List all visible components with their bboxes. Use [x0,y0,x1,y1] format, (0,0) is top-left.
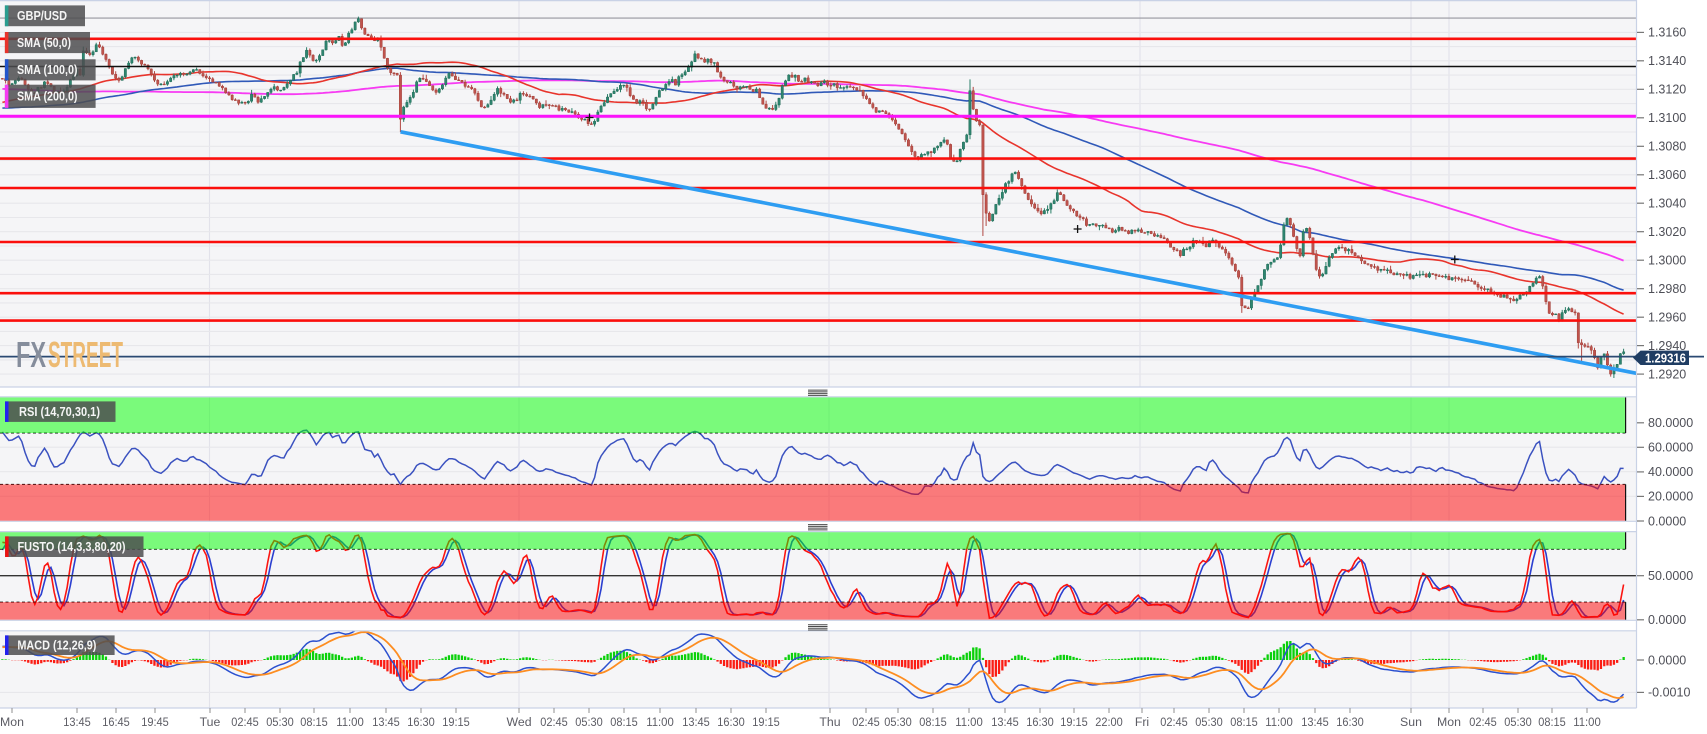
svg-text:16:30: 16:30 [1336,715,1364,729]
svg-text:SMA (50,0): SMA (50,0) [17,35,71,50]
svg-text:0.0000: 0.0000 [1648,514,1686,528]
svg-text:08:15: 08:15 [300,715,328,729]
svg-text:Tue: Tue [200,715,221,729]
svg-text:50.0000: 50.0000 [1648,569,1693,583]
svg-text:1.3160: 1.3160 [1648,26,1686,40]
svg-text:13:45: 13:45 [682,715,710,729]
svg-text:11:00: 11:00 [646,715,674,729]
svg-text:0.0000: 0.0000 [1648,613,1686,627]
svg-text:16:30: 16:30 [407,715,435,729]
svg-text:19:15: 19:15 [1060,715,1088,729]
svg-text:1.2980: 1.2980 [1648,282,1686,296]
svg-text:1.29316: 1.29316 [1645,350,1686,365]
svg-text:02:45: 02:45 [852,715,880,729]
svg-text:05:30: 05:30 [1195,715,1223,729]
svg-text:08:15: 08:15 [1230,715,1258,729]
svg-text:SMA (100,0): SMA (100,0) [17,62,78,77]
svg-text:08:15: 08:15 [1538,715,1566,729]
svg-text:20.0000: 20.0000 [1648,490,1693,504]
svg-text:13:45: 13:45 [372,715,400,729]
svg-text:80.0000: 80.0000 [1648,416,1693,430]
svg-text:Thu: Thu [819,715,840,729]
svg-text:SMA (200,0): SMA (200,0) [17,89,78,104]
svg-text:11:00: 11:00 [955,715,983,729]
svg-text:FX: FX [16,334,46,375]
svg-text:05:30: 05:30 [575,715,603,729]
svg-text:16:45: 16:45 [102,715,130,729]
svg-text:1.3100: 1.3100 [1648,111,1686,125]
svg-text:Sun: Sun [1400,715,1422,729]
svg-text:1.2920: 1.2920 [1648,367,1686,381]
svg-text:13:45: 13:45 [991,715,1019,729]
svg-text:05:30: 05:30 [266,715,294,729]
svg-text:GBP/USD: GBP/USD [17,8,67,23]
svg-text:FUSTO (14,3,3,80,20): FUSTO (14,3,3,80,20) [18,540,126,554]
svg-text:02:45: 02:45 [540,715,568,729]
svg-text:05:30: 05:30 [884,715,912,729]
svg-text:40.0000: 40.0000 [1648,465,1693,479]
svg-text:STREET: STREET [48,334,123,375]
svg-text:1.2960: 1.2960 [1648,311,1686,325]
svg-text:02:45: 02:45 [1469,715,1497,729]
svg-text:08:15: 08:15 [919,715,947,729]
svg-text:1.3120: 1.3120 [1648,83,1686,97]
svg-text:Mon: Mon [1437,715,1461,729]
svg-text:Mon: Mon [0,715,24,729]
svg-text:1.3000: 1.3000 [1648,254,1686,268]
svg-text:1.3080: 1.3080 [1648,140,1686,154]
svg-text:11:00: 11:00 [336,715,364,729]
svg-text:13:45: 13:45 [63,715,91,729]
svg-text:19:45: 19:45 [141,715,169,729]
svg-text:1.3020: 1.3020 [1648,225,1686,239]
svg-text:02:45: 02:45 [1160,715,1188,729]
svg-text:08:15: 08:15 [610,715,638,729]
svg-text:Wed: Wed [506,715,531,729]
svg-text:60.0000: 60.0000 [1648,441,1693,455]
svg-text:Fri: Fri [1135,715,1149,729]
svg-text:0.0000: 0.0000 [1648,653,1686,667]
svg-text:02:45: 02:45 [231,715,259,729]
svg-text:13:45: 13:45 [1301,715,1329,729]
svg-text:16:30: 16:30 [717,715,745,729]
svg-text:1.3040: 1.3040 [1648,197,1686,211]
svg-text:11:00: 11:00 [1573,715,1601,729]
svg-text:RSI (14,70,30,1): RSI (14,70,30,1) [19,405,100,419]
svg-text:19:15: 19:15 [752,715,780,729]
svg-text:11:00: 11:00 [1265,715,1293,729]
svg-text:05:30: 05:30 [1504,715,1532,729]
svg-text:1.3060: 1.3060 [1648,168,1686,182]
svg-text:22:00: 22:00 [1095,715,1123,729]
svg-text:1.2940: 1.2940 [1648,339,1686,353]
svg-text:-0.0010: -0.0010 [1648,686,1690,700]
svg-text:MACD (12,26,9): MACD (12,26,9) [17,639,96,653]
svg-text:19:15: 19:15 [442,715,470,729]
svg-text:1.3140: 1.3140 [1648,54,1686,68]
svg-text:16:30: 16:30 [1026,715,1054,729]
